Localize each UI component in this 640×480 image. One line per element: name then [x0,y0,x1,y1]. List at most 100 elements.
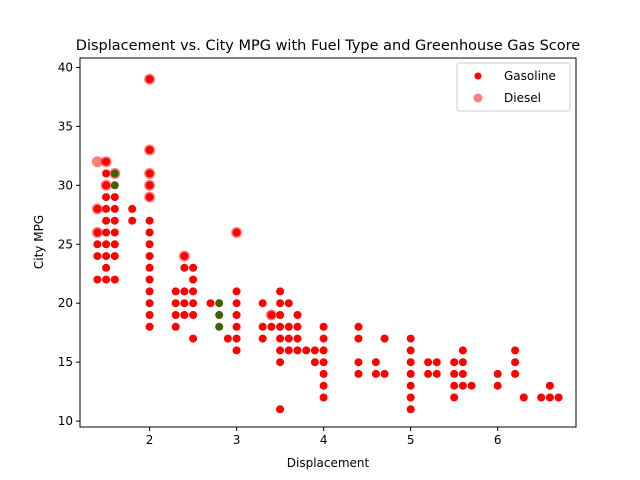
x-axis-label: Displacement [287,456,370,470]
gasoline-point [354,334,363,343]
gasoline-point [110,228,119,237]
gasoline-point [145,311,154,319]
gasoline-point [276,322,285,331]
gasoline-point [102,216,111,225]
gasoline-point [102,275,111,284]
gasoline-point [511,369,520,378]
y-tick-label: 10 [58,414,73,428]
chart-title: Displacement vs. City MPG with Fuel Type… [76,38,580,54]
gasoline-point [189,287,198,296]
gasoline-point [145,263,154,272]
gasoline-point [232,322,241,331]
gasoline-point [276,334,285,343]
diesel-point [144,179,156,191]
gasoline-point [310,358,319,367]
gasoline-point [458,369,467,378]
gasoline-point [493,381,502,390]
gasoline-point [458,381,467,390]
gasoline-point [319,358,328,367]
gasoline-point [102,228,111,237]
gasoline-point [284,334,293,343]
gasoline-point [258,334,267,343]
gasoline-point [206,299,215,308]
gasoline-point [180,263,189,272]
ghg-score-point [215,299,223,308]
y-axis: 10 15 20 25 30 35 40 [58,60,80,428]
gasoline-point [284,299,293,308]
y-tick-label: 25 [58,237,73,251]
y-tick-label: 15 [58,355,73,369]
gasoline-point [102,193,111,202]
gasoline-point [310,346,319,355]
gasoline-point [319,322,328,331]
gasoline-point [145,287,154,296]
gasoline-point [519,393,528,402]
gasoline-point [293,334,302,343]
gasoline-point [189,311,198,319]
gasoline-point [406,393,415,402]
gasoline-point [276,287,285,296]
legend-box [456,62,571,112]
gasoline-point [128,204,137,213]
gasoline-point [380,334,389,343]
gasoline-point [180,311,189,319]
legend-label-diesel: Diesel [504,91,541,105]
gasoline-point [450,358,459,367]
gasoline-point [406,346,415,355]
x-tick-label: 5 [407,433,415,447]
legend: Gasoline Diesel [456,62,571,112]
gasoline-point [284,346,293,355]
gasoline-point [223,334,232,343]
gasoline-point [354,369,363,378]
ghg-score-point [111,169,119,178]
gasoline-point [93,275,102,284]
gasoline-point [110,204,119,213]
gasoline-point [128,216,137,225]
gasoline-point [319,346,328,355]
gasoline-point [319,381,328,390]
gasoline-point [406,405,415,414]
gasoline-point [511,358,520,367]
ghg-score-point [111,181,119,190]
gasoline-point [145,322,154,331]
gasoline-point [302,346,311,355]
gasoline-point [110,275,119,284]
gasoline-point [450,381,459,390]
gasoline-point [276,405,285,414]
ghg-score-point [215,323,223,331]
axes-frame [79,57,577,428]
gasoline-point [145,216,154,225]
gasoline-point [276,299,285,308]
gasoline-point [102,169,111,178]
gasoline-point [554,393,563,402]
gasoline-point [232,287,241,296]
gasoline-point [293,346,302,355]
gasoline-point [319,393,328,402]
diesel-point [178,250,190,262]
diesel-point [100,156,112,168]
x-tick-label: 2 [146,433,154,447]
gasoline-point [354,322,363,331]
gasoline-point [232,311,241,319]
gasoline-point [432,358,441,367]
gasoline-point [432,369,441,378]
gasoline-point [276,346,285,355]
gasoline-point [102,263,111,272]
gasoline-point [276,311,285,319]
y-axis-label: City MPG [32,215,46,269]
gasoline-point [171,287,180,296]
gasoline-point [110,216,119,225]
gasoline-point [145,240,154,249]
gasoline-point [258,299,267,308]
gasoline-point [293,311,302,319]
diesel-point [144,191,156,203]
x-tick-label: 4 [320,433,328,447]
gasoline-point [545,381,554,390]
diesel-point [144,144,156,156]
gasoline-point [145,299,154,308]
diesel-point [91,227,103,238]
gasoline-point [232,346,241,355]
gasoline-point [171,299,180,308]
y-tick-label: 20 [58,296,73,310]
